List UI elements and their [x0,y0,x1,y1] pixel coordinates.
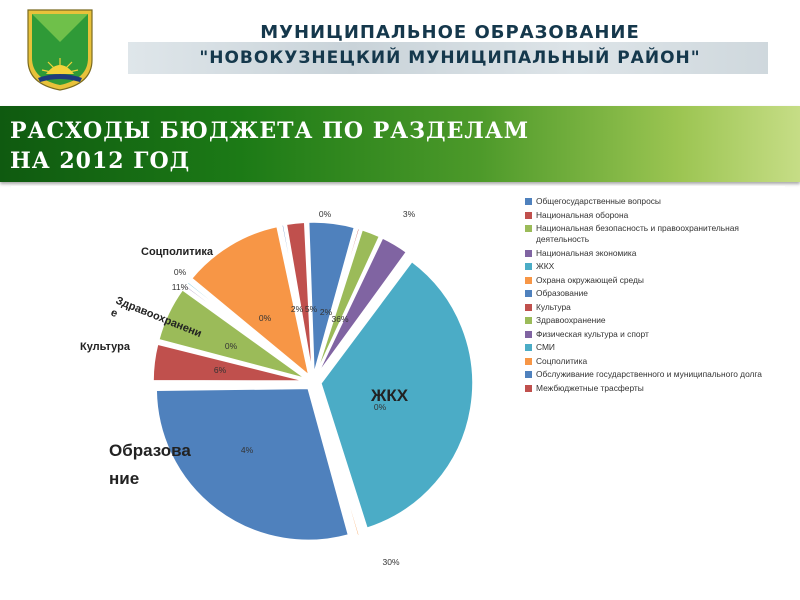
data-label-slice-13: 2% [291,304,304,314]
pie-slice-6 [155,387,350,542]
slide-title-line-2: НА 2012 ГОД [10,148,191,174]
callout-kultura: Культура [80,341,131,353]
legend-label: Национальная оборона [536,209,629,220]
legend-label: Культура [536,301,571,312]
pie-slice-1 [314,227,361,375]
legend-swatch [525,249,532,257]
coat-of-arms-icon [27,9,93,91]
legend-item: Обслуживание государственного и муниципа… [525,369,785,380]
legend-label: Охрана окружающей среды [536,274,644,285]
legend-item: Образование [525,288,785,299]
legend-swatch [525,357,532,365]
title-bar: РАСХОДЫ БЮДЖЕТА ПО РАЗДЕЛАМ НА 2012 ГОД [0,106,800,182]
legend-item: Охрана окружающей среды [525,275,785,286]
data-label-slice-6: 30% [382,557,399,567]
legend-item: Культура [525,302,785,313]
legend-label: Обслуживание государственного и муниципа… [536,369,762,379]
callout-obrazovanie-line-1: Образова [109,441,191,460]
data-label-slice-3: 3% [403,209,416,219]
data-label-slice-2: 2% [320,307,333,317]
legend-swatch [525,225,532,232]
legend-swatch [525,317,532,324]
callout-sotspolitika: Соцполитика [141,246,214,258]
legend-label: Национальная безопасность и правоохранит… [536,223,739,244]
pie-labels: 0% 3% 5% 2% 36% 0% 30% 4% 6% 0% 0% 11% 0… [172,209,416,567]
data-label-slice-12: 0% [259,313,272,323]
pie-slice-5 [314,389,361,537]
pie-slice-2 [315,228,381,375]
legend: Общегосударственные вопросы Национальная… [525,196,785,396]
legend-label: Национальная экономика [536,247,637,258]
data-label-slice-5: 0% [374,402,387,412]
org-name-line-1: МУНИЦИПАЛЬНОЕ ОБРАЗОВАНИЕ [260,22,640,43]
legend-label: ЖКХ [536,261,555,271]
data-label-slice-9: 0% [225,341,238,351]
legend-swatch [525,330,532,338]
data-label-slice-7: 4% [241,445,254,455]
pie-slice-4 [320,260,474,530]
slide-title-line-1: РАСХОДЫ БЮДЖЕТА ПО РАЗДЕЛАМ [10,118,530,144]
legend-swatch [525,384,532,392]
legend-label: Физическая культура и спорт [536,328,649,339]
pie-chart: 0% 3% 5% 2% 36% 0% 30% 4% 6% 0% 0% 11% 0… [80,209,474,567]
legend-item: ЖКХ [525,261,785,272]
legend-item: Национальная экономика [525,248,785,259]
legend-label: Образование [536,288,588,298]
data-label-slice-0: 5% [305,304,318,314]
callout-obrazovanie-line-2: ние [109,469,139,488]
pie-slice-10 [185,280,308,378]
pie-slice-11 [190,225,311,378]
pie-slice-9 [183,284,308,378]
legend-swatch [525,290,532,297]
legend-swatch [525,371,532,378]
data-label-slice-11: 11% [172,282,189,292]
legend-swatch [525,198,532,205]
legend-label: Общегосударственные вопросы [536,196,661,206]
callout-zhkh: ЖКХ [370,386,409,405]
legend-swatch [525,211,532,219]
pie-slice-0 [307,221,356,375]
legend-swatch [525,344,532,351]
legend-swatch [525,276,532,284]
data-label-slice-1: 0% [319,209,332,219]
pie-slice-3 [316,236,408,376]
data-label-slice-8: 6% [214,365,227,375]
pie-slice-8 [157,288,307,380]
chart-panel: 0% 3% 5% 2% 36% 0% 30% 4% 6% 0% 0% 11% 0… [11,186,785,592]
legend-item: Национальная безопасность и правоохранит… [525,223,785,245]
data-label-slice-4: 36% [331,314,348,324]
pie-slices [152,221,474,542]
legend-item: Общегосударственные вопросы [525,196,785,207]
legend-item: СМИ [525,342,785,353]
legend-swatch [525,263,532,270]
legend-label: Соцполитика [536,355,588,366]
org-band [128,42,768,74]
legend-item: Национальная оборона [525,210,785,221]
pie-slice-7 [152,343,306,382]
legend-item: Соцполитика [525,356,785,367]
legend-label: Здравоохранение [536,315,606,325]
legend-label: Межбюджетные трасферты [536,382,644,393]
pie-slice-13 [285,221,313,375]
legend-item: Здравоохранение [525,315,785,326]
callout-zdravookhranenie-line-2: е [109,307,119,320]
org-name-line-2: "НОВОКУЗНЕЦКИЙ МУНИЦИПАЛЬНЫЙ РАЙОН" [199,48,701,68]
pie-slice-12 [280,223,313,375]
legend-item: Межбюджетные трасферты [525,383,785,394]
legend-item: Физическая культура и спорт [525,329,785,340]
legend-swatch [525,303,532,311]
data-label-slice-10: 0% [174,267,187,277]
legend-label: СМИ [536,342,555,352]
